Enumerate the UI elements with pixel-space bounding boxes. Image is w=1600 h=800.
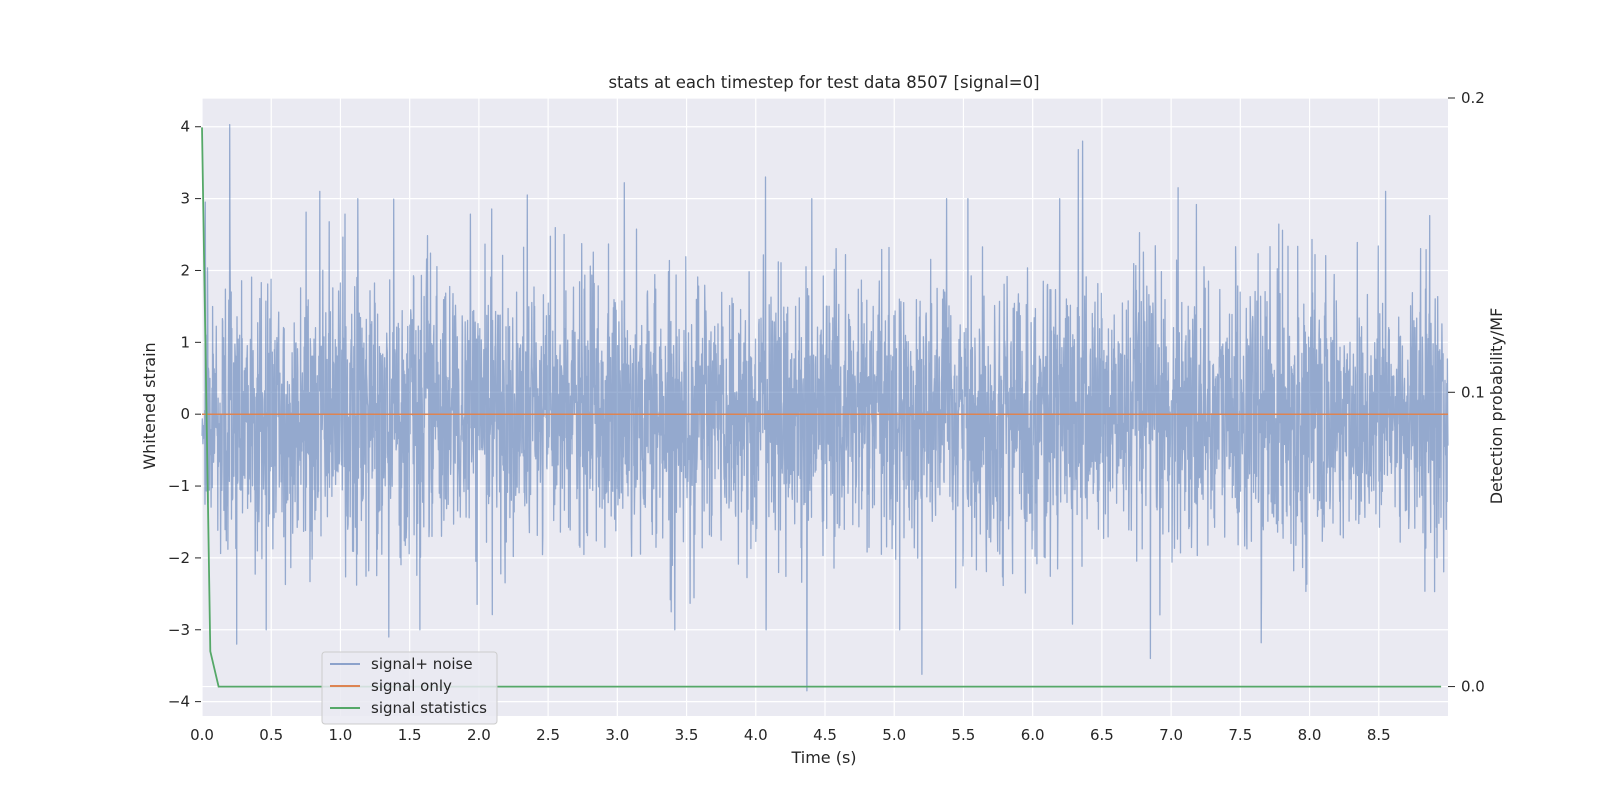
chart-title: stats at each timestep for test data 850… bbox=[608, 73, 1039, 92]
x-tick-label: 3.0 bbox=[605, 726, 629, 744]
series-signal-plus-noise bbox=[201, 123, 1449, 692]
legend: signal+ noise signal only signal statist… bbox=[321, 651, 498, 725]
x-tick-label: 5.0 bbox=[882, 726, 906, 744]
x-tick-label: 1.0 bbox=[329, 726, 353, 744]
y2-axis-ticks: 0.2 0.1 0.0 bbox=[1448, 89, 1485, 696]
x-tick-label: 0.0 bbox=[190, 726, 214, 744]
y-tick-label: −3 bbox=[168, 621, 190, 639]
y-tick-label: 1 bbox=[180, 333, 190, 351]
y2-tick-label: 0.0 bbox=[1461, 678, 1485, 696]
x-tick-label: 7.0 bbox=[1159, 726, 1183, 744]
x-tick-label: 4.5 bbox=[813, 726, 837, 744]
x-tick-label: 2.0 bbox=[467, 726, 491, 744]
x-tick-label: 8.0 bbox=[1298, 726, 1322, 744]
x-tick-label: 6.5 bbox=[1090, 726, 1114, 744]
x-tick-label: 8.5 bbox=[1367, 726, 1391, 744]
x-tick-label: 0.5 bbox=[259, 726, 283, 744]
legend-label-signal-statistics: signal statistics bbox=[371, 699, 487, 717]
signal-plus-noise-line bbox=[201, 123, 1449, 692]
y-axis-label: Whitened strain bbox=[140, 342, 159, 469]
x-tick-label: 7.5 bbox=[1228, 726, 1252, 744]
series-signal-statistics bbox=[201, 127, 1442, 688]
legend-label-signal-only: signal only bbox=[371, 677, 452, 695]
x-tick-label: 1.5 bbox=[398, 726, 422, 744]
y-tick-label: 4 bbox=[180, 118, 190, 136]
y2-tick-label: 0.1 bbox=[1461, 383, 1485, 401]
y2-axis-label: Detection probability/MF bbox=[1487, 308, 1506, 505]
y-tick-label: 2 bbox=[180, 261, 190, 279]
x-axis-label: Time (s) bbox=[790, 748, 856, 767]
y-tick-label: −2 bbox=[168, 549, 190, 567]
x-axis-ticks: 0.0 0.5 1.0 1.5 2.0 2.5 3.0 3.5 4.0 4.5 5.0 5.5 6.0 6… bbox=[190, 726, 1391, 744]
x-tick-label: 3.5 bbox=[675, 726, 699, 744]
y-tick-label: −1 bbox=[168, 477, 190, 495]
legend-box bbox=[321, 651, 498, 725]
x-tick-label: 5.5 bbox=[952, 726, 976, 744]
y-axis-ticks: 4 3 2 1 0 −1 −2 −3 −4 bbox=[168, 118, 201, 711]
x-tick-label: 6.0 bbox=[1021, 726, 1045, 744]
x-tick-label: 2.5 bbox=[536, 726, 560, 744]
x-tick-label: 4.0 bbox=[744, 726, 768, 744]
y-tick-label: −4 bbox=[168, 693, 190, 711]
legend-label-signal-plus-noise: signal+ noise bbox=[371, 655, 473, 673]
signal-statistics-line bbox=[201, 127, 1442, 688]
y-tick-label: 0 bbox=[180, 405, 190, 423]
y-tick-label: 3 bbox=[180, 190, 190, 208]
y2-tick-label: 0.2 bbox=[1461, 89, 1485, 107]
